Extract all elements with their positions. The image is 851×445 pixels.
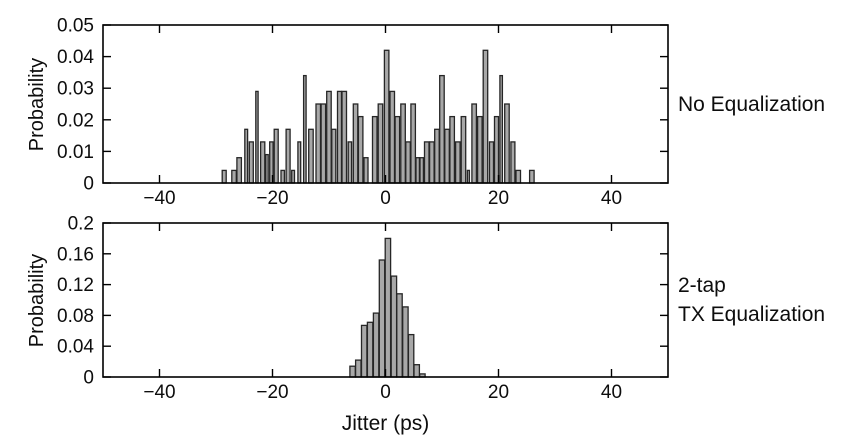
histogram-bar <box>371 115 378 184</box>
histogram-bar <box>434 128 440 184</box>
histogram-bar <box>302 74 307 184</box>
histogram-bar <box>439 74 445 184</box>
histogram-bar <box>273 128 279 184</box>
y-tick-label: 0.02 <box>57 110 94 131</box>
annotation-line: TX Equalization <box>678 303 826 326</box>
histogram-bar <box>378 259 386 378</box>
histogram-bar <box>428 141 435 184</box>
annotation-tx-equalization: 2-tap TX Equalization <box>678 223 851 377</box>
histogram-bar <box>460 115 467 184</box>
histogram-bar <box>280 169 286 184</box>
histogram-bar <box>231 169 237 184</box>
x-tick-label: 0 <box>380 382 391 403</box>
histogram-bar <box>265 153 269 184</box>
histogram-bar <box>389 90 396 184</box>
x-tick-label: 40 <box>601 382 622 403</box>
histogram-bar <box>291 169 296 184</box>
histogram-bar <box>476 115 483 184</box>
y-tick-label: 0.2 <box>68 214 94 235</box>
x-tick-label: 20 <box>488 382 509 403</box>
x-tick-label: −40 <box>143 188 175 209</box>
histogram-bar <box>383 49 390 184</box>
histogram-bar <box>466 169 471 184</box>
histogram-bar <box>449 115 456 184</box>
histogram-bar <box>341 90 348 184</box>
histogram-bar <box>405 141 411 184</box>
histogram-bar <box>504 103 510 184</box>
histogram-bar <box>285 128 291 184</box>
histogram-bar <box>354 359 362 378</box>
histogram-bar <box>352 103 359 184</box>
y-tick-label: 0.03 <box>57 79 94 100</box>
annotation-line: 2-tap <box>678 274 726 297</box>
histogram-bar <box>248 141 254 184</box>
y-tick-label: 0.12 <box>57 275 94 296</box>
histogram-bar <box>444 128 450 184</box>
y-tick-label: 0.04 <box>57 47 94 68</box>
histogram-bar <box>326 90 332 184</box>
histogram-bar <box>482 49 489 184</box>
histogram-bar <box>419 157 425 184</box>
x-tick-label: 40 <box>601 188 622 209</box>
histogram-bar <box>493 115 500 184</box>
x-tick-label: −20 <box>256 188 288 209</box>
histogram-bar <box>394 115 401 184</box>
histogram-bar <box>423 141 430 184</box>
y-tick-label: 0 <box>83 368 94 389</box>
x-tick-label: 20 <box>488 188 509 209</box>
histogram-bar <box>244 128 249 184</box>
annotation-line: No Equalization <box>678 92 826 116</box>
annotation-no-equalization: No Equalization <box>678 25 851 183</box>
histogram-bar <box>297 141 302 184</box>
histogram-bar <box>402 306 409 378</box>
histogram-bar <box>255 90 259 184</box>
histogram-bar <box>454 141 461 184</box>
histogram-bar <box>410 103 417 184</box>
histogram-bar <box>259 141 266 184</box>
histogram-bar <box>390 275 398 378</box>
y-tick-label: 0 <box>83 174 94 195</box>
histogram-bar <box>360 324 368 378</box>
y-tick-label: 0.01 <box>57 142 94 163</box>
histogram-bar <box>384 237 392 378</box>
histogram-bar <box>515 169 522 184</box>
y-tick-label: 0.08 <box>57 306 94 327</box>
histogram-bar <box>221 169 227 184</box>
histogram-bar <box>396 293 403 378</box>
histogram-bar <box>308 128 314 184</box>
histogram-bar <box>336 90 343 184</box>
histogram-bar <box>499 74 504 184</box>
histogram-bar <box>415 157 421 184</box>
histogram-bar <box>331 128 337 184</box>
histogram-bar <box>377 103 384 184</box>
histogram-bar <box>366 321 374 378</box>
histogram-bar <box>357 115 364 184</box>
x-tick-label: −40 <box>143 382 175 403</box>
histogram-bar <box>349 365 356 378</box>
y-tick-label: 0.05 <box>57 16 94 37</box>
histogram-bar <box>407 333 415 378</box>
histogram-bar <box>400 103 406 184</box>
histogram-bar <box>372 312 380 378</box>
histogram-bar <box>510 141 516 184</box>
x-tick-label: 0 <box>380 188 391 209</box>
histogram-bar <box>347 141 353 184</box>
histogram-bar <box>320 103 327 184</box>
histogram-bar <box>488 141 495 184</box>
histogram-bar <box>315 103 322 184</box>
x-tick-label: −20 <box>256 382 288 403</box>
y-tick-label: 0.16 <box>57 244 94 265</box>
y-tick-label: 0.04 <box>57 337 94 358</box>
histogram-bar <box>236 157 243 184</box>
histogram-bar <box>471 103 478 184</box>
histogram-bar <box>413 364 421 378</box>
x-axis-label: Jitter (ps) <box>341 412 430 435</box>
histogram-bar <box>363 157 369 184</box>
histogram-bar <box>528 169 535 184</box>
